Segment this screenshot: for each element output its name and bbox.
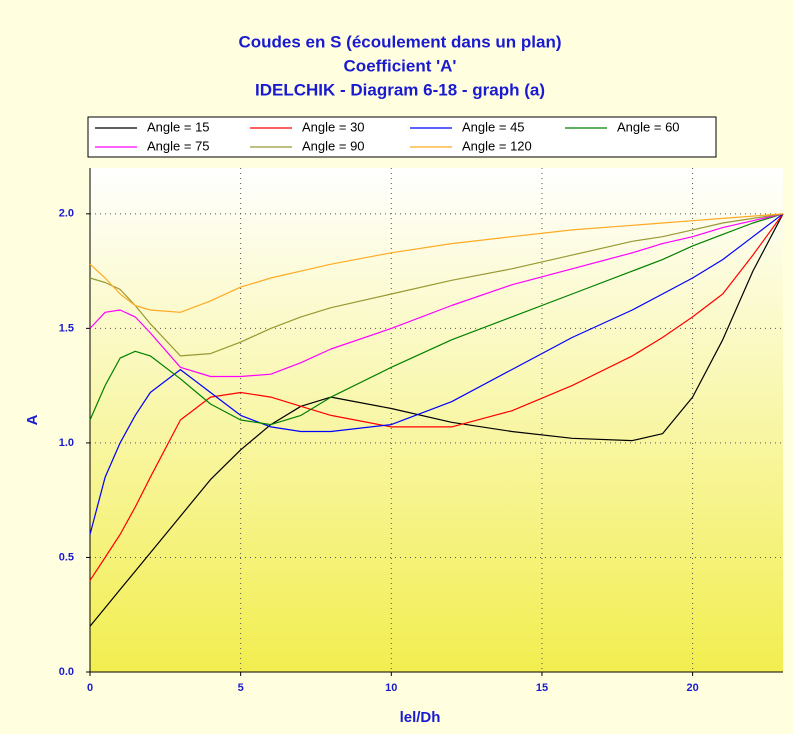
x-tick-label: 0 [87,682,93,694]
legend [87,116,717,158]
legend-label: Angle = 90 [302,138,365,153]
series-line [89,213,784,313]
legend-label: Angle = 30 [302,119,365,134]
chart-title: Coudes en S (écoulement dans un plan) [238,32,561,51]
y-tick-label: 0.0 [59,666,74,678]
y-tick-label: 1.5 [59,322,74,334]
y-tick-label: 1.0 [59,437,74,449]
y-tick-label: 0.5 [59,551,74,563]
x-tick-label: 10 [385,682,397,694]
y-tick-label: 2.0 [59,208,74,220]
legend-label: Angle = 60 [617,119,680,134]
x-tick-label: 20 [686,682,698,694]
series-line [89,213,784,426]
series-line [89,213,784,535]
series-line [89,213,784,378]
x-tick-label: 5 [238,682,244,694]
legend-label: Angle = 45 [462,119,525,134]
legend-label: Angle = 120 [462,138,532,153]
x-tick-label: 15 [536,682,548,694]
legend-label: Angle = 75 [147,138,210,153]
chart-subtitle: Coefficient 'A' [344,56,457,75]
legend-label: Angle = 15 [147,119,210,134]
y-axis-label: A [24,414,41,425]
x-axis-label: lel/Dh [400,709,441,726]
series-line [89,213,784,357]
series-line [89,213,784,581]
chart-subtitle: IDELCHIK - Diagram 6-18 - graph (a) [255,80,545,99]
plot-area [90,168,783,672]
